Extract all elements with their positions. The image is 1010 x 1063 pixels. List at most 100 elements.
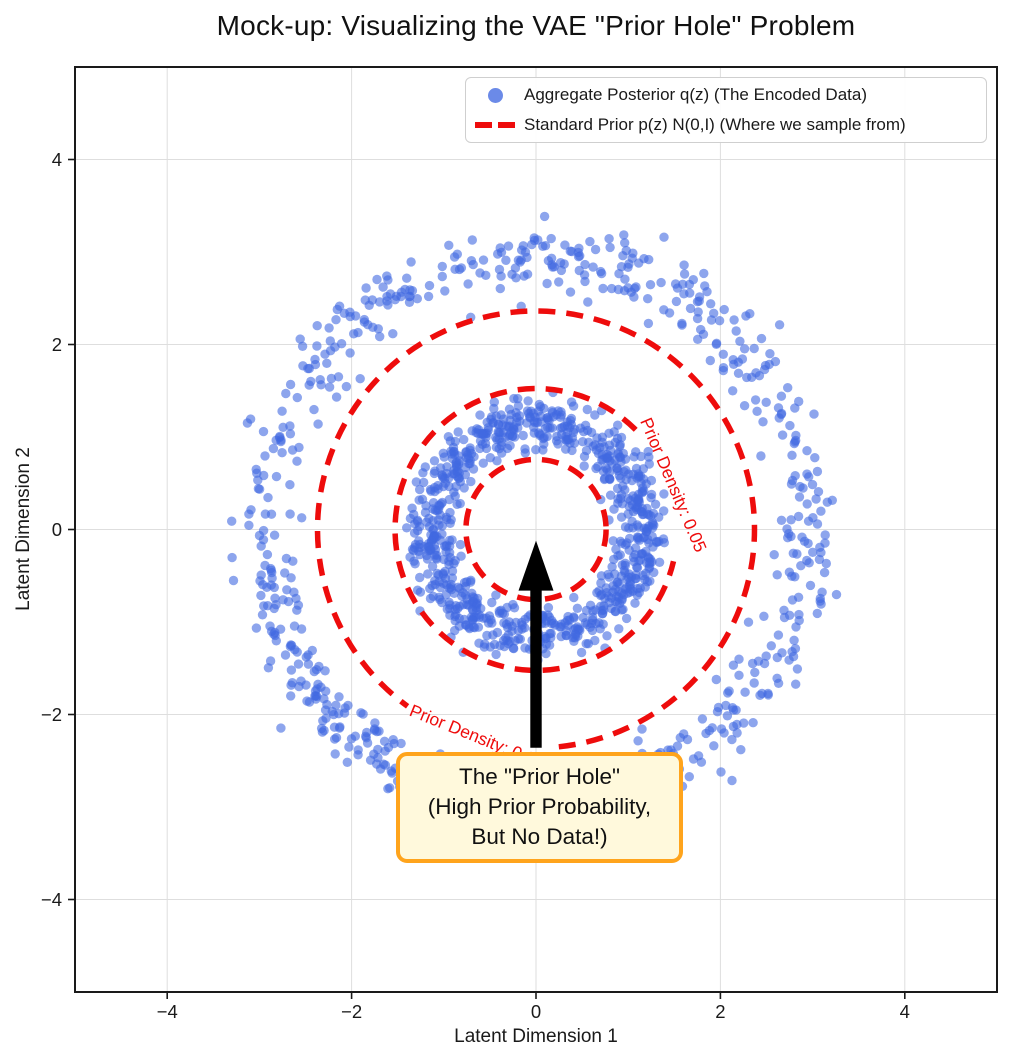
scatter-point xyxy=(513,634,524,644)
scatter-point xyxy=(266,580,276,590)
scatter-point xyxy=(412,585,423,595)
scatter-point xyxy=(797,532,807,542)
scatter-point xyxy=(334,723,345,733)
scatter-point xyxy=(696,757,707,767)
scatter-point xyxy=(749,678,759,688)
scatter-point xyxy=(462,577,472,587)
scatter-point xyxy=(792,664,803,674)
scatter-point xyxy=(513,625,524,636)
scatter-point xyxy=(361,283,371,293)
scatter-point xyxy=(285,429,296,439)
scatter-point xyxy=(424,513,434,524)
scatter-point xyxy=(278,595,288,605)
scatter-point xyxy=(812,519,823,529)
scatter-point xyxy=(650,499,661,509)
scatter-point xyxy=(544,415,554,426)
scatter-point xyxy=(572,622,583,632)
scatter-point xyxy=(732,728,742,738)
scatter-point xyxy=(499,618,509,628)
scatter-point xyxy=(562,434,573,445)
scatter-point xyxy=(631,463,642,474)
scatter-point xyxy=(439,452,449,462)
scatter-point xyxy=(737,354,748,364)
scatter-point xyxy=(784,610,795,620)
scatter-point xyxy=(582,404,592,415)
scatter-point xyxy=(463,279,473,289)
scatter-marker-icon xyxy=(466,87,524,103)
scatter-point xyxy=(445,600,455,610)
scatter-point xyxy=(569,592,579,603)
scatter-point xyxy=(478,613,489,623)
scatter-point xyxy=(783,383,793,393)
scatter-point xyxy=(455,477,465,487)
scatter-point xyxy=(312,321,322,331)
scatter-point xyxy=(581,639,591,649)
scatter-point xyxy=(332,304,342,315)
scatter-point xyxy=(561,444,571,454)
scatter-point xyxy=(450,436,460,447)
scatter-point xyxy=(566,397,577,407)
scatter-point xyxy=(312,341,322,351)
scatter-point xyxy=(671,296,682,307)
scatter-point xyxy=(580,259,590,270)
scatter-point xyxy=(613,420,623,430)
scatter-point xyxy=(727,775,737,786)
scatter-point xyxy=(682,734,693,745)
scatter-point xyxy=(442,514,452,525)
scatter-point xyxy=(719,304,729,315)
scatter-point xyxy=(570,630,581,640)
scatter-point xyxy=(670,279,681,289)
scatter-point xyxy=(809,409,819,419)
scatter-point xyxy=(803,538,813,549)
scatter-point xyxy=(374,297,385,307)
scatter-point xyxy=(817,587,827,597)
scatter-point xyxy=(292,456,302,466)
scatter-point xyxy=(504,421,514,431)
scatter-point xyxy=(411,477,421,487)
scatter-point xyxy=(734,654,744,664)
scatter-point xyxy=(631,570,641,580)
y-tick-label: −4 xyxy=(41,889,62,910)
scatter-point xyxy=(289,621,300,631)
scatter-point xyxy=(733,368,744,378)
y-tick-label: 0 xyxy=(52,519,62,540)
scatter-point xyxy=(761,397,771,407)
scatter-point xyxy=(275,624,286,634)
scatter-point xyxy=(522,252,532,263)
scatter-point xyxy=(694,296,704,306)
scatter-point xyxy=(747,372,757,382)
scatter-point xyxy=(802,499,812,509)
scatter-point xyxy=(579,451,590,462)
scatter-point xyxy=(735,336,745,346)
scatter-point xyxy=(609,554,619,565)
scatter-point xyxy=(729,315,739,325)
scatter-point xyxy=(810,453,820,463)
scatter-point xyxy=(530,418,540,428)
scatter-point xyxy=(486,414,496,425)
scatter-point xyxy=(625,587,635,597)
scatter-point xyxy=(556,631,566,642)
scatter-point xyxy=(341,381,352,392)
scatter-point xyxy=(495,243,505,253)
scatter-point xyxy=(627,475,637,486)
scatter-point xyxy=(316,682,326,692)
scatter-point xyxy=(350,731,360,741)
scatter-point xyxy=(361,733,371,743)
scatter-point xyxy=(473,622,484,632)
scatter-point xyxy=(454,264,465,275)
scatter-point xyxy=(437,597,447,608)
scatter-point xyxy=(307,645,317,656)
annotation-line-3: But No Data!) xyxy=(471,824,608,849)
scatter-point xyxy=(419,477,429,488)
scatter-point xyxy=(598,283,608,294)
scatter-point xyxy=(310,354,320,365)
scatter-point xyxy=(602,631,612,641)
scatter-point xyxy=(611,544,621,554)
scatter-point xyxy=(645,576,655,586)
scatter-point xyxy=(719,728,729,738)
scatter-point xyxy=(750,667,760,678)
scatter-point xyxy=(437,261,447,272)
scatter-point xyxy=(349,329,359,339)
scatter-point xyxy=(508,599,518,610)
scatter-point xyxy=(608,536,618,546)
